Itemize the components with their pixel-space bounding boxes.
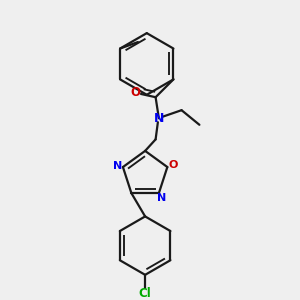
Text: N: N [113,161,122,171]
Text: N: N [154,112,164,125]
Text: Cl: Cl [139,287,152,300]
Text: O: O [168,160,178,170]
Text: O: O [130,86,140,100]
Text: N: N [157,193,166,203]
